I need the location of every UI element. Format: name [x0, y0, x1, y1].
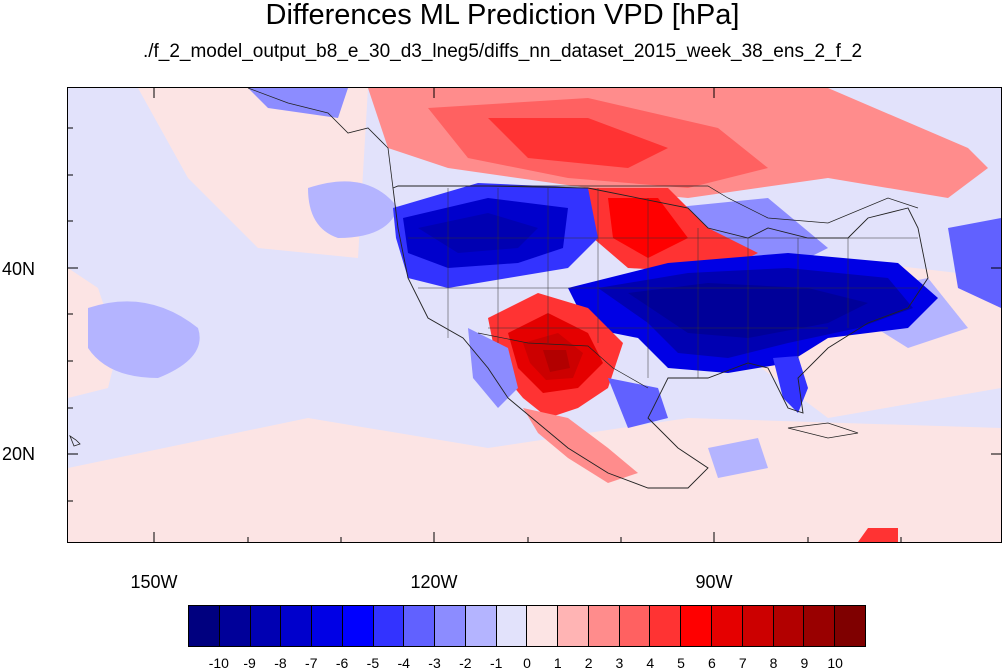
colorbar-swatch	[650, 606, 682, 646]
colorbar-tick-label: 7	[738, 655, 747, 671]
map-panel	[67, 87, 1002, 543]
colorbar-swatch	[742, 606, 774, 646]
state-lines	[408, 188, 918, 378]
alaska-coast	[247, 88, 394, 189]
colorbar-tick-label: -4	[397, 655, 410, 671]
colorbar-swatch	[835, 606, 865, 646]
colorbar-swatch	[435, 606, 466, 646]
colorbar-tick-label: -3	[428, 655, 441, 671]
baja-negative	[468, 328, 518, 408]
colorbar-swatch	[558, 606, 589, 646]
colorbar-swatch	[712, 606, 743, 646]
north-pacific-pos	[68, 88, 368, 258]
mexico-border	[477, 332, 649, 389]
colorbar-tick-label: 9	[800, 655, 809, 671]
alaska-neg-patch	[248, 88, 348, 118]
colorbar-swatch	[804, 606, 836, 646]
colorbar-tick-label: 2	[584, 655, 593, 671]
southwest-positive-peak	[543, 350, 570, 372]
colorbar-swatch	[404, 606, 436, 646]
colorbar-tick-label: 1	[553, 655, 562, 671]
colorbar-tick-label: 0	[523, 655, 531, 671]
ne-pacific-neg-patch	[308, 181, 398, 238]
colorbar-swatch	[189, 606, 220, 646]
colorbar-swatch	[619, 606, 651, 646]
colorbar-swatch	[681, 606, 713, 646]
caribbean-neg-patch	[708, 438, 768, 478]
cuba-outline	[787, 422, 859, 439]
colorbar-tick-label: -6	[335, 655, 349, 671]
colorbar-swatch	[281, 606, 313, 646]
hawaii-islands	[69, 434, 81, 447]
colorbar-tick-label: -5	[366, 655, 380, 671]
colorbar-swatch	[496, 606, 528, 646]
map-subtitle: ./f_2_model_output_b8_e_30_d3_lneg5/diff…	[142, 41, 863, 62]
pacific-neg-patch	[88, 301, 200, 378]
colorbar-tick-label: -7	[305, 655, 318, 671]
colorbar-tick-label: -10	[208, 655, 229, 671]
map-title: Differences ML Prediction VPD [hPa]	[265, 0, 740, 31]
colorbar-tick-label: -8	[274, 655, 287, 671]
canada-positive-inner	[488, 118, 668, 168]
colorbar-swatch	[527, 606, 559, 646]
north-america-outline	[392, 185, 929, 489]
florida-negative	[773, 356, 808, 413]
tropical-pos-band	[68, 418, 1001, 542]
y-tick-label-20n: 20N	[2, 444, 36, 464]
colorbar-tick-label: -9	[243, 655, 256, 671]
colorbar-swatch	[250, 606, 282, 646]
colorbar-swatch	[465, 606, 497, 646]
colorbar-tick-label: 5	[677, 655, 685, 671]
south-caribbean-pos	[858, 528, 898, 542]
colorbar-swatch	[373, 606, 405, 646]
colorbar	[188, 605, 866, 647]
x-tick-label-150w: 150W	[130, 572, 178, 592]
colorbar-swatch	[588, 606, 620, 646]
x-tick-label-120w: 120W	[410, 572, 458, 592]
gulf-coast-negative	[608, 378, 668, 428]
colorbar-swatch	[219, 606, 251, 646]
colorbar-swatch	[312, 606, 343, 646]
atlantic-neg-patch	[948, 218, 1001, 308]
colorbar-tick-label: 3	[615, 655, 624, 671]
canada-border	[398, 185, 919, 224]
mexico-positive	[523, 408, 638, 483]
colorbar-tick-label: -2	[459, 655, 472, 671]
colorbar-swatch	[342, 606, 374, 646]
colorbar-tick-label: 10	[827, 655, 843, 671]
colorbar-swatch	[773, 606, 805, 646]
colorbar-tick-label: 4	[646, 655, 655, 671]
colorbar-tick-label: 8	[769, 655, 778, 671]
x-tick-label-90w: 90W	[695, 572, 733, 592]
colorbar-tick-label: -1	[489, 655, 503, 671]
map-tick-marks	[68, 88, 1001, 542]
colorbar-tick-label: 6	[708, 655, 716, 671]
vpd-difference-map	[68, 88, 1001, 542]
y-tick-label-40n: 40N	[2, 259, 36, 279]
